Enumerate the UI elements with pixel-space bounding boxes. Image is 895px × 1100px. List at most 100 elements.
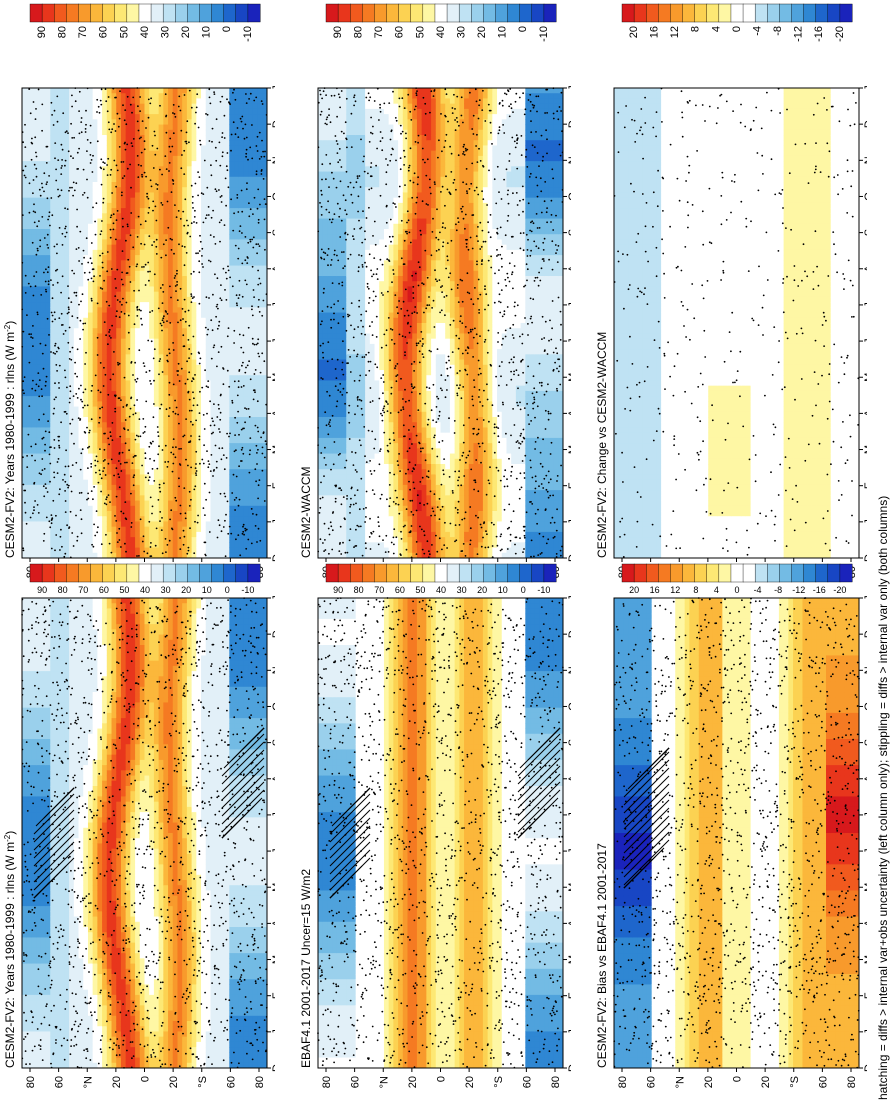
heat-cell [153, 947, 160, 954]
heat-cell [205, 645, 211, 651]
heat-cell [125, 869, 131, 876]
heat-cell [106, 1052, 113, 1059]
heat-cell [191, 770, 197, 777]
heat-cell [22, 1026, 28, 1032]
heat-cell [210, 906, 216, 912]
heat-cell [144, 702, 150, 709]
heat-cell [219, 624, 226, 630]
heat-cell [229, 906, 235, 912]
heat-cell [186, 1036, 193, 1043]
heat-cell [92, 739, 98, 745]
heat-cell [215, 681, 221, 688]
heat-cell [59, 1057, 65, 1064]
heat-cell [36, 989, 42, 996]
heat-cell [191, 1036, 197, 1043]
heat-cell [92, 953, 98, 959]
heat-cell [172, 796, 178, 803]
heat-cell [252, 676, 259, 683]
heat-cell [83, 765, 89, 771]
heat-cell [158, 968, 164, 975]
heat-cell [116, 937, 122, 944]
heat-cell [252, 869, 259, 876]
heat-cell [252, 765, 259, 771]
heat-cell [182, 686, 188, 693]
heat-cell [26, 822, 32, 829]
heat-cell [144, 1015, 150, 1022]
heat-cell [243, 853, 249, 860]
heat-cell [50, 927, 56, 933]
heat-cell [238, 618, 244, 625]
heat-cell [149, 1026, 155, 1032]
heat-cell [73, 1062, 80, 1069]
heat-cell [177, 864, 183, 871]
heat-cell [252, 629, 259, 636]
heat-cell [102, 994, 108, 1001]
heat-cell [120, 974, 127, 980]
heat-cell [102, 1062, 108, 1069]
heat-cell [83, 838, 89, 844]
heat-cell [163, 895, 169, 902]
heat-cell [111, 624, 117, 630]
heat-cell [50, 921, 56, 928]
heat-cell [97, 838, 103, 844]
heat-cell [50, 979, 56, 985]
heat-cell [182, 629, 188, 636]
heat-cell [172, 707, 178, 714]
heat-cell [111, 702, 117, 709]
heat-cell [102, 608, 108, 615]
heat-cell [59, 880, 65, 886]
heat-cell [210, 786, 216, 792]
heat-cell [168, 692, 174, 698]
heat-cell [54, 681, 61, 688]
heat-cell [59, 817, 65, 824]
heat-cell [257, 786, 263, 792]
heat-cell [177, 974, 183, 980]
heat-cell [106, 885, 113, 891]
heat-cell [201, 759, 207, 766]
heat-cell [59, 676, 65, 683]
heat-cell [111, 775, 117, 782]
heat-cell [234, 838, 240, 844]
heat-cell [40, 665, 47, 672]
heat-cell [97, 624, 103, 630]
heat-cell [78, 958, 84, 965]
heat-cell [234, 608, 240, 615]
heat-cell [45, 749, 51, 756]
heat-cell [234, 665, 240, 672]
heat-cell [243, 603, 249, 609]
stipple-dot [136, 737, 139, 740]
heat-cell [262, 1026, 268, 1032]
heat-cell [196, 676, 202, 683]
heat-cell [210, 733, 216, 740]
heat-cell [40, 660, 47, 667]
heat-cell [83, 634, 89, 641]
heat-cell [69, 838, 75, 844]
heat-cell [196, 937, 202, 944]
heat-cell [54, 843, 61, 850]
heat-cell [262, 686, 268, 693]
heat-cell [26, 911, 32, 918]
stipple-dot [48, 624, 51, 626]
heat-cell [45, 911, 51, 918]
heat-cell [64, 1052, 70, 1059]
heat-cell [120, 843, 127, 850]
heat-cell [50, 613, 56, 620]
stipple-dot [193, 920, 196, 923]
heat-cell [64, 984, 70, 991]
heat-cell [205, 739, 211, 745]
stipple-dot [253, 626, 256, 629]
heat-cell [238, 921, 244, 928]
heat-cell [191, 786, 197, 792]
heat-cell [87, 838, 94, 844]
heat-cell [144, 911, 150, 918]
heat-cell [262, 655, 268, 662]
heat-cell [257, 1041, 263, 1048]
heat-cell [248, 885, 254, 891]
heat-cell [177, 608, 183, 615]
heat-cell [45, 974, 51, 980]
stipple-dot [263, 935, 266, 937]
heat-cell [163, 1005, 169, 1012]
heat-cell [97, 1041, 103, 1048]
heat-cell [26, 718, 32, 724]
heat-cell [144, 775, 150, 782]
